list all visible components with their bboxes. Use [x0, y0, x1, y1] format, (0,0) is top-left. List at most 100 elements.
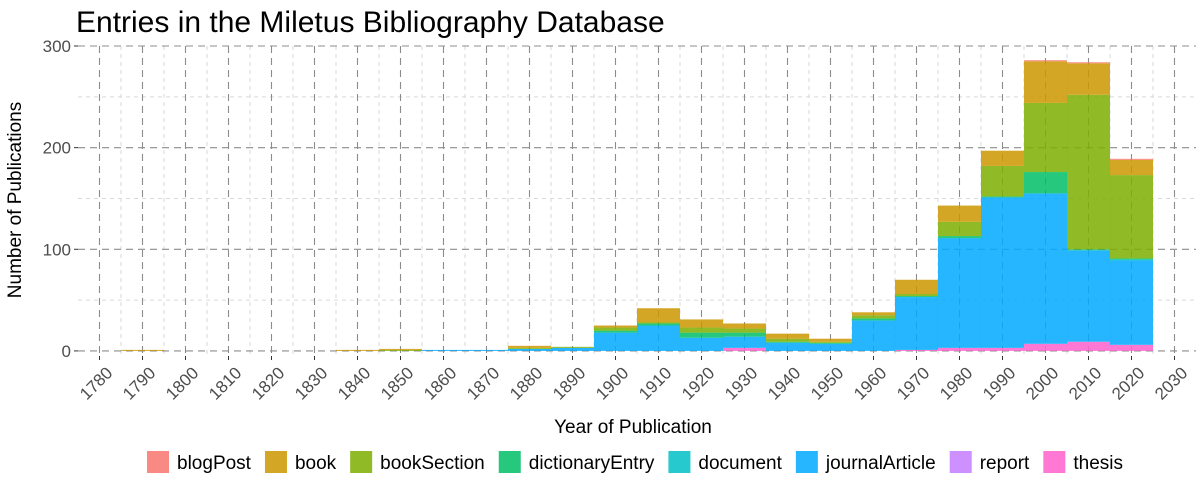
legend-key-dictionaryEntry	[498, 451, 521, 473]
y-tick-label: 100	[43, 240, 71, 259]
bar-segment-book-1850: book 1850: 1	[379, 348, 422, 350]
x-tick-label: 1990	[979, 363, 1019, 403]
bar-segment-blogPost-2010: blogPost 2010: 1	[1067, 62, 1110, 64]
bar-segment-journalArticle-1950: journalArticle 1950: 7	[809, 343, 852, 351]
y-tick-label: 200	[43, 139, 71, 158]
bar-segment-thesis-2000: thesis 2000: 7	[1024, 343, 1067, 351]
legend-key-thesis	[1043, 451, 1066, 473]
x-tick-label: 1980	[936, 363, 976, 403]
x-tick-label: 1930	[721, 363, 761, 403]
bar-segment-book-1790: book 1790: 1	[121, 349, 164, 351]
bar-segment-bookSection-2010: bookSection 2010: 152	[1067, 94, 1110, 250]
bar-segment-document-2020: document 2020: 1	[1110, 259, 1153, 261]
bar-segment-book-1910: book 1910: 14	[637, 308, 680, 323]
bar-segment-blogPost-2000: blogPost 2000: 1	[1024, 60, 1067, 62]
bar-segment-book-1980: book 1980: 16	[938, 205, 981, 222]
bar-segment-journalArticle-1910: journalArticle 1910: 25	[637, 325, 680, 351]
bar-segment-book-1990: book 1990: 15	[981, 150, 1024, 166]
bar-segment-journalArticle-1900: journalArticle 1900: 18	[594, 332, 637, 351]
bar-segment-thesis-2010: thesis 2010: 9	[1067, 341, 1110, 351]
y-tick-label: 0	[62, 342, 71, 361]
x-tick-label: 1910	[635, 363, 675, 403]
x-tick-label: 2000	[1022, 363, 1062, 403]
bar-segment-book-1920: book 1920: 8	[680, 319, 723, 328]
bar-segment-dictionaryEntry-1970: dictionaryEntry 1970: 1	[895, 296, 938, 298]
bar-segment-book-1960: book 1960: 3	[852, 312, 895, 316]
x-tick-label: 1950	[807, 363, 847, 403]
bar-segment-bookSection-2020: bookSection 2020: 82	[1110, 175, 1153, 259]
legend-label-thesis: thesis	[1073, 453, 1123, 474]
bar-segment-bookSection-1920: bookSection 1920: 5	[680, 327, 723, 333]
bar-segment-dictionaryEntry-1990: dictionaryEntry 1990: 1	[981, 196, 1024, 198]
bar-segment-book-2020: book 2020: 15	[1110, 159, 1153, 176]
legend-key-document	[668, 451, 691, 473]
chart-title: Entries in the Miletus Bibliography Data…	[76, 6, 665, 39]
bar-segment-dictionaryEntry-1920: dictionaryEntry 1920: 5	[680, 332, 723, 338]
bar-segment-journalArticle-2020: journalArticle 2020: 83	[1110, 260, 1153, 345]
legend-key-journalArticle	[795, 451, 818, 473]
bar-segment-bookSection-1900: bookSection 1900: 3	[594, 327, 637, 331]
bar-segment-thesis-1970: thesis 1970: 1	[895, 349, 938, 351]
bar-segment-dictionaryEntry-1960: dictionaryEntry 1960: 2	[852, 318, 895, 321]
x-tick-label: 1940	[764, 363, 804, 403]
legend-key-book	[264, 451, 287, 473]
bar-segment-bookSection-1910: bookSection 1910: 1	[637, 322, 680, 324]
bar-segment-bookSection-1940: bookSection 1940: 3	[766, 338, 809, 342]
bar-segment-journalArticle-2000: journalArticle 2000: 148	[1024, 193, 1067, 344]
bar-segment-book-1950: book 1950: 3	[809, 338, 852, 342]
bar-segment-journalArticle-1940: journalArticle 1940: 8	[766, 342, 809, 351]
bar-segment-blogPost-2020: blogPost 2020: 1	[1110, 158, 1153, 160]
y-tick-label: 300	[43, 37, 71, 56]
bar-segment-bookSection-1960: bookSection 1960: 3	[852, 315, 895, 319]
bar-segment-dictionaryEntry-1900: dictionaryEntry 1900: 2	[594, 330, 637, 333]
bar-segment-journalArticle-2010: journalArticle 2010: 90	[1067, 250, 1110, 342]
legend-label-book: book	[295, 453, 337, 474]
legend-key-report	[949, 451, 972, 473]
bar-segment-thesis-1990: thesis 1990: 3	[981, 347, 1024, 351]
x-tick-label: 1820	[248, 363, 288, 403]
x-tick-label: 1810	[205, 363, 245, 403]
x-tick-label: 1830	[291, 363, 331, 403]
legend-label-dictionaryEntry: dictionaryEntry	[529, 453, 655, 474]
legend-label-document: document	[698, 453, 782, 474]
x-tick-label: 1780	[76, 363, 116, 403]
bar-segment-bookSection-1950: bookSection 1950: 1	[809, 341, 852, 343]
bar-segment-dictionaryEntry-1950: dictionaryEntry 1950: 1	[809, 342, 852, 344]
bar-segment-dictionaryEntry-1940: dictionaryEntry 1940: 1	[766, 341, 809, 343]
bar-segment-dictionaryEntry-2000: dictionaryEntry 2000: 21	[1024, 172, 1067, 194]
legend-label-blogPost: blogPost	[177, 453, 252, 474]
bar-segment-book-2010: book 2010: 31	[1067, 63, 1110, 95]
bar-segment-journalArticle-1920: journalArticle 1920: 13	[680, 337, 723, 351]
x-tick-label: 1850	[377, 363, 417, 403]
x-tick-label: 1860	[420, 363, 460, 403]
x-tick-label: 2030	[1151, 363, 1191, 403]
x-tick-label: 1840	[334, 363, 374, 403]
x-axis-ticks: 1780 1790 1800 1810 1820 1830 1840 1850 1860 1870…	[76, 356, 1191, 404]
legend-key-bookSection	[350, 451, 373, 473]
bar-segment-journalArticle-1980: journalArticle 1980: 108	[938, 238, 981, 348]
x-axis-label: Year of Publication	[554, 417, 712, 438]
bars: book 1790: 1 book 1840: 1bookSection 1850…	[121, 60, 1153, 351]
bar-segment-book-1880: book 1880: 2	[508, 345, 551, 348]
bar-segment-dictionaryEntry-1910: dictionaryEntry 1910: 2	[637, 323, 680, 326]
legend-label-report: report	[980, 453, 1030, 474]
x-tick-label: 1880	[506, 363, 546, 403]
bar-segment-book-1970: book 1970: 14	[895, 279, 938, 294]
bar-segment-book-1840: book 1840: 1	[336, 349, 379, 351]
bar-segment-journalArticle-1930: journalArticle 1930: 11	[723, 336, 766, 348]
bar-segment-thesis-2020: thesis 2020: 6	[1110, 344, 1153, 351]
bar-segment-bookSection-1890: bookSection 1890: 1	[551, 346, 594, 348]
bar-segment-book-2000: book 2000: 41	[1024, 61, 1067, 103]
x-tick-label: 1920	[678, 363, 718, 403]
y-axis-ticks: 0 100 200 300	[43, 37, 78, 361]
bar-segment-book-1900: book 1900: 2	[594, 325, 637, 328]
y-axis-label: Number of Publications	[5, 102, 26, 298]
bar-segment-dictionaryEntry-1930: dictionaryEntry 1930: 4	[723, 332, 766, 337]
bar-segment-bookSection-1990: bookSection 1990: 30	[981, 165, 1024, 197]
x-tick-label: 1970	[893, 363, 933, 403]
bar-segment-journalArticle-1860: journalArticle 1860: 1	[422, 349, 465, 351]
bar-segment-bookSection-1970: bookSection 1970: 2	[895, 294, 938, 297]
x-tick-label: 2020	[1108, 363, 1148, 403]
legend-label-bookSection: bookSection	[380, 453, 485, 474]
